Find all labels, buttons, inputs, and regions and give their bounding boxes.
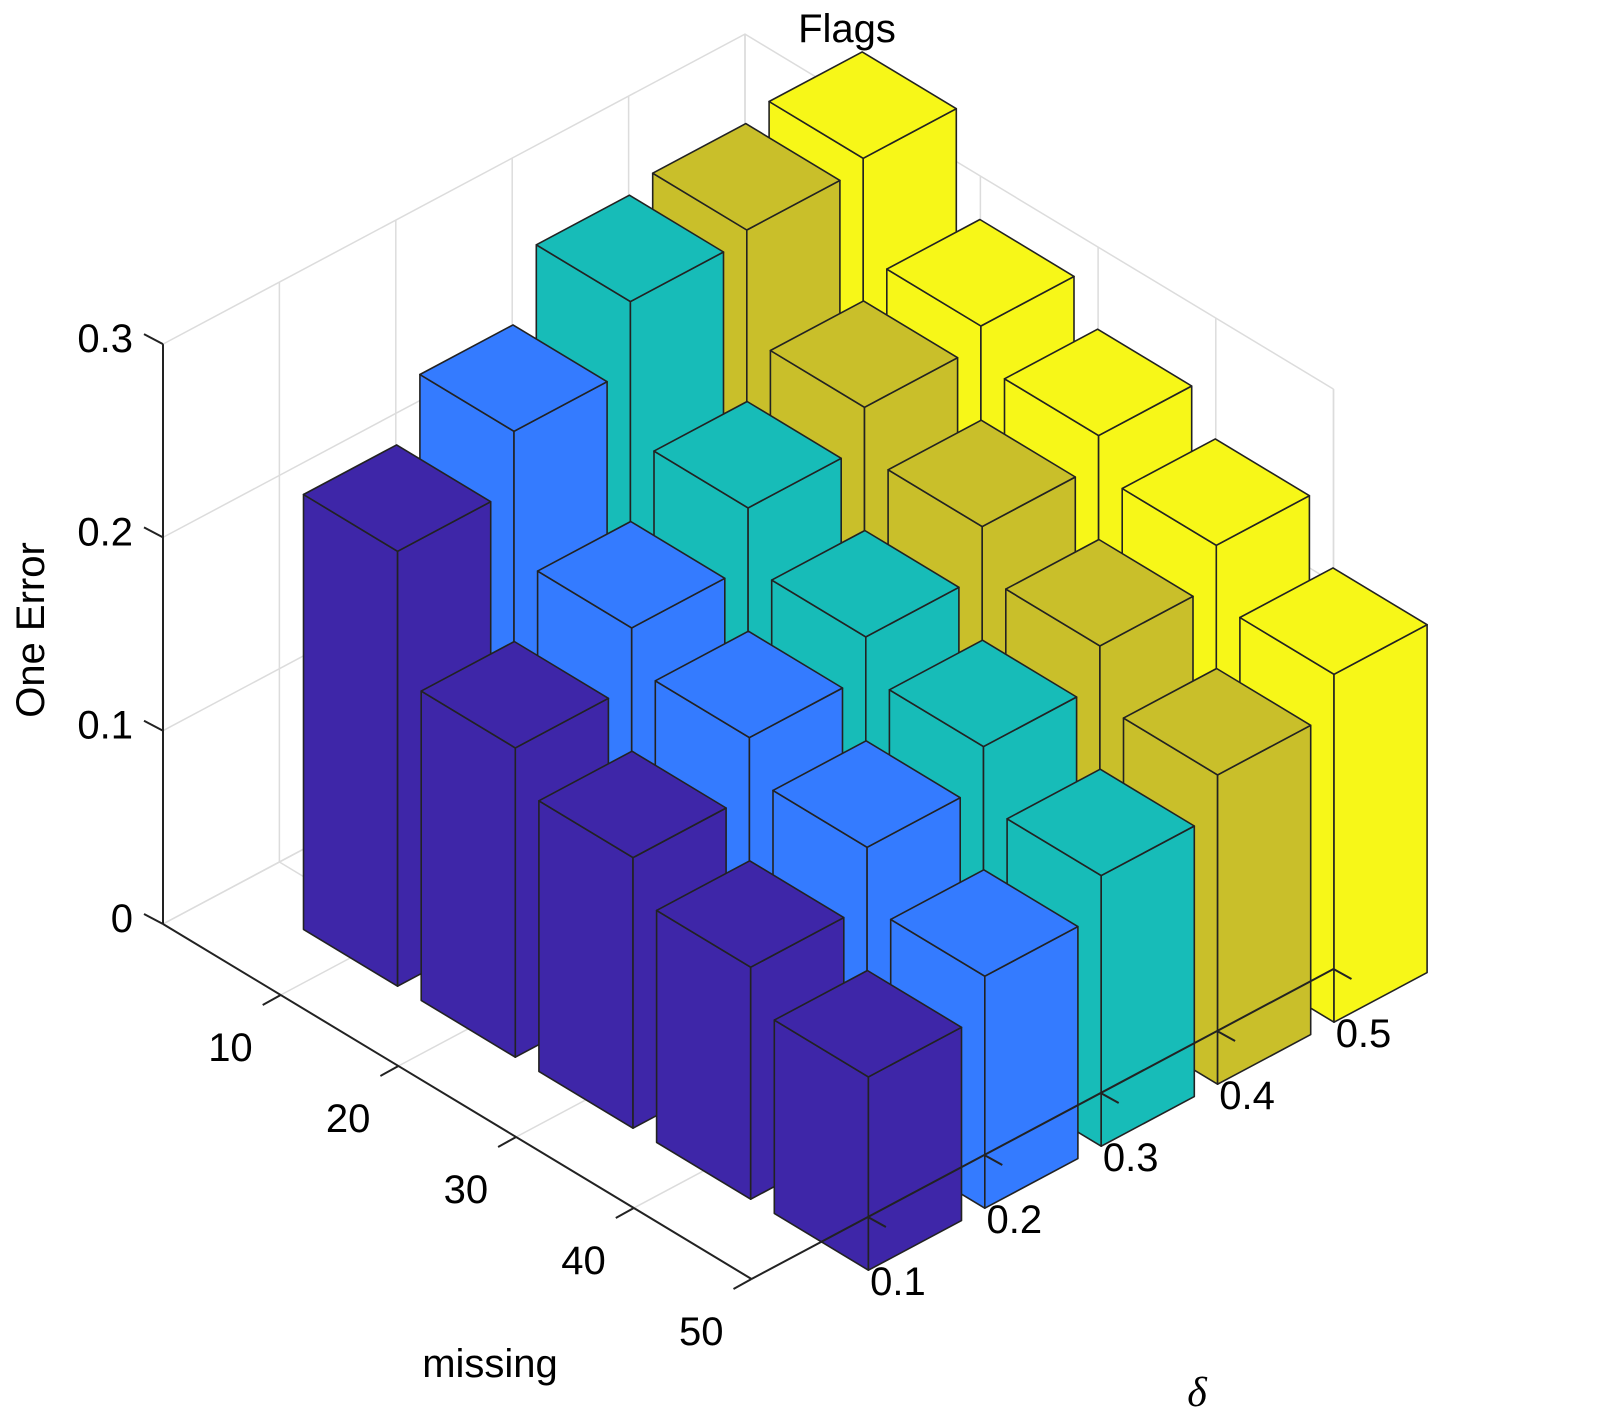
bar-face-side — [1100, 825, 1196, 1147]
missing-tick — [497, 1136, 517, 1148]
z-tick — [143, 719, 164, 732]
bar-face-top — [1121, 438, 1311, 547]
delta-tick — [983, 1154, 1003, 1166]
chart-title: Flags — [798, 7, 896, 51]
bar-face-front — [302, 493, 399, 988]
missing-tick-label: 30 — [444, 1168, 489, 1212]
axes — [143, 333, 1352, 1290]
z-axis-label: One Error — [9, 542, 53, 718]
bar-face-top — [655, 859, 845, 969]
bar-face-top — [885, 218, 1075, 327]
y-axis-label: δ — [1187, 1370, 1208, 1416]
z-tick-label: 0 — [111, 897, 133, 941]
bar-face-top — [768, 51, 958, 160]
bar-face-top — [420, 640, 610, 749]
delta-tick-label: 0.5 — [1336, 1012, 1392, 1056]
z-tick-label: 0.2 — [77, 510, 133, 554]
missing-tick — [379, 1065, 399, 1077]
delta-tick — [867, 1216, 887, 1228]
bar-face-top — [302, 444, 492, 553]
delta-tick — [1216, 1030, 1236, 1042]
bar-face-top — [653, 400, 843, 509]
bar-face-top — [888, 639, 1078, 748]
bars — [302, 51, 1428, 1271]
z-tick — [143, 526, 164, 539]
bar-face-top — [1004, 538, 1194, 647]
delta-tick — [1333, 968, 1352, 980]
delta-tick-label: 0.4 — [1219, 1074, 1275, 1118]
bar-face-top — [770, 529, 960, 638]
bar-face-top — [1122, 667, 1312, 776]
missing-tick — [733, 1278, 752, 1290]
bar-face-top — [889, 868, 1079, 978]
missing-tick-label: 20 — [326, 1097, 371, 1141]
bar-face-side — [1216, 724, 1312, 1085]
missing-tick — [615, 1207, 635, 1219]
z-tick — [143, 913, 164, 925]
z-tick-label: 0.3 — [77, 317, 133, 361]
bar-face-front — [420, 690, 517, 1058]
bar-face-top — [651, 122, 841, 231]
missing-tick — [262, 994, 282, 1006]
bar-face-top — [1006, 768, 1196, 877]
bar-face-top — [535, 194, 725, 303]
bar-face-top — [536, 520, 726, 629]
delta-tick-label: 0.3 — [1103, 1136, 1159, 1180]
tick-labels: 0 0.1 0.2 0.3 10 20 30 40 50 0.1 0.2 0.3 0.4 0.5 — [77, 317, 1391, 1354]
bar-face-top — [1239, 567, 1428, 676]
x-axis-label: missing — [422, 1342, 558, 1386]
bar-face-top — [538, 750, 727, 859]
z-tick-label: 0.1 — [77, 704, 133, 748]
delta-tick-label: 0.1 — [870, 1260, 926, 1304]
bar-face-top — [772, 739, 962, 849]
bar-face-top — [654, 630, 844, 739]
bar-face-top — [1003, 328, 1193, 437]
bar-face-top — [887, 419, 1077, 528]
missing-tick-label: 50 — [679, 1310, 724, 1354]
delta-axis — [751, 968, 1334, 1280]
bar-face-top — [419, 324, 608, 433]
bar-50-0.1 — [773, 969, 963, 1271]
missing-axis — [162, 923, 753, 1280]
delta-tick-label: 0.2 — [986, 1198, 1042, 1242]
bar-face-top — [769, 300, 959, 409]
missing-tick-label: 10 — [208, 1026, 253, 1070]
bar-face-side — [1333, 623, 1428, 1024]
bar-face-top — [773, 969, 963, 1078]
delta-tick — [1100, 1092, 1120, 1104]
z-tick — [143, 333, 164, 345]
missing-tick-label: 40 — [561, 1239, 606, 1283]
